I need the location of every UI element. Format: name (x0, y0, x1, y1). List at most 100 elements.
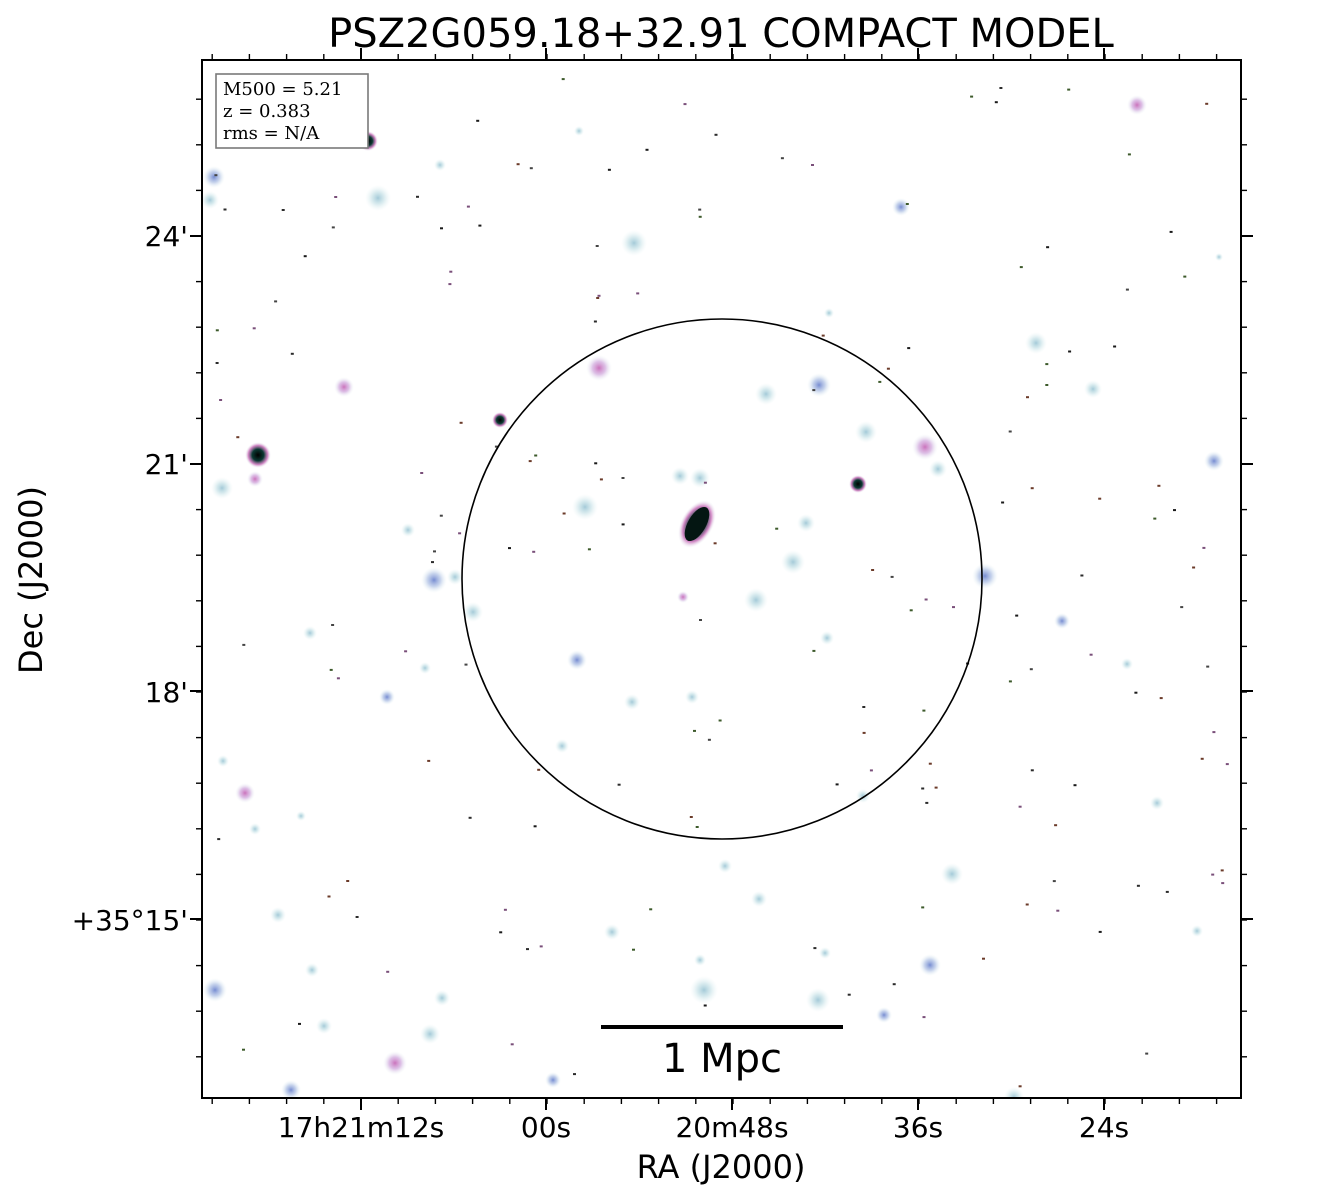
noise-pixel (928, 762, 932, 765)
noise-pixel (573, 1073, 576, 1076)
noise-pixel (1008, 430, 1012, 433)
noise-pixel (1008, 680, 1012, 683)
source-blob (755, 383, 777, 405)
noise-pixel (329, 668, 333, 671)
source-blob (334, 377, 354, 397)
noise-pixel (1054, 824, 1058, 827)
noise-pixel (223, 208, 227, 211)
noise-pixel (812, 649, 816, 652)
noise-pixel (922, 1016, 926, 1019)
source-blob (744, 588, 768, 612)
noise-pixel (595, 245, 599, 247)
cluster-aperture-circle (461, 318, 983, 840)
noise-pixel (617, 783, 621, 786)
noise-pixel (812, 389, 816, 392)
noise-pixel (420, 472, 424, 474)
source-blob (919, 954, 941, 976)
noise-pixel (1052, 880, 1056, 883)
noise-pixel (459, 421, 463, 424)
noise-pixel (994, 101, 998, 104)
noise-pixel (449, 270, 453, 273)
info-rms: rms = N/A (223, 123, 320, 144)
source-blob (281, 1080, 301, 1098)
figure-title: PSZ2G059.18+32.91 COMPACT MODEL (328, 11, 1114, 57)
noise-pixel (1073, 784, 1077, 787)
noise-pixel (346, 880, 350, 882)
source-blob (492, 412, 508, 428)
noise-pixel (909, 609, 913, 612)
noise-pixel (331, 226, 335, 229)
noise-pixel (386, 970, 390, 973)
noise-pixel (1202, 546, 1206, 549)
source-blob (365, 185, 391, 211)
source-blob (217, 755, 229, 767)
source-blob (303, 626, 317, 640)
noise-pixel (1145, 1052, 1149, 1055)
noise-pixel (632, 948, 635, 951)
noise-pixel (516, 163, 520, 166)
noise-pixel (242, 643, 246, 646)
noise-pixel (862, 706, 866, 708)
source-blob (203, 166, 225, 188)
noise-pixel (1026, 396, 1029, 399)
noise-pixel (533, 825, 537, 828)
noise-pixel (1068, 350, 1072, 353)
x-tick-label: 24s (1079, 1111, 1129, 1144)
source-field (202, 78, 1229, 1098)
noise-pixel (821, 334, 825, 337)
source-blob (202, 191, 219, 209)
noise-pixel (331, 624, 335, 626)
noise-pixel (508, 547, 511, 550)
noise-pixel (214, 174, 218, 177)
noise-pixel (890, 575, 894, 578)
y-tick-label: 18' (145, 676, 188, 709)
source-blob (876, 1007, 892, 1023)
noise-pixel (835, 783, 839, 786)
noise-pixel (236, 436, 240, 439)
x-axis-label: RA (J2000) (637, 1148, 806, 1186)
noise-pixel (1157, 484, 1161, 487)
noise-pixel (433, 550, 436, 553)
noise-pixel (871, 569, 875, 571)
x-tick-label: 20m48s (675, 1111, 788, 1144)
source-blob (567, 650, 587, 670)
source-blob (401, 523, 415, 537)
noise-pixel (1045, 363, 1049, 366)
noise-pixel (274, 300, 278, 303)
source-blob (419, 662, 431, 674)
source-blob (820, 631, 834, 645)
source-blob (1084, 380, 1102, 398)
noise-pixel (1045, 384, 1049, 386)
source-blob (434, 990, 450, 1006)
source-blob (781, 550, 805, 574)
noise-pixel (219, 399, 223, 401)
y-tick-label: 24' (145, 220, 188, 253)
noise-pixel (562, 512, 566, 515)
noise-pixel (922, 709, 926, 712)
source-blob (671, 467, 689, 485)
source-blob (849, 475, 867, 493)
noise-pixel (713, 542, 717, 545)
source-blob (245, 442, 271, 468)
noise-pixel (327, 895, 331, 898)
noise-pixel (718, 719, 722, 722)
noise-pixel (431, 561, 434, 564)
noise-pixel (905, 203, 909, 205)
info-box: M500 = 5.21 z = 0.383 rms = N/A (215, 73, 369, 149)
y-tick-labels: 24' 21' 18' +35°15' (72, 220, 188, 937)
noise-pixel (1183, 275, 1187, 278)
noise-pixel (698, 215, 702, 218)
noise-pixel (921, 906, 925, 909)
source-blob (819, 947, 831, 959)
noise-pixel (1153, 517, 1157, 520)
noise-pixel (693, 729, 696, 732)
noise-pixel (780, 157, 784, 160)
noise-pixel (1080, 574, 1084, 577)
noise-pixel (1200, 757, 1204, 760)
noise-pixel (503, 908, 507, 911)
noise-pixel (886, 367, 890, 370)
source-blob (929, 460, 947, 478)
noise-pixel (334, 196, 338, 198)
noise-pixel (439, 514, 443, 517)
source-blob (806, 988, 830, 1012)
